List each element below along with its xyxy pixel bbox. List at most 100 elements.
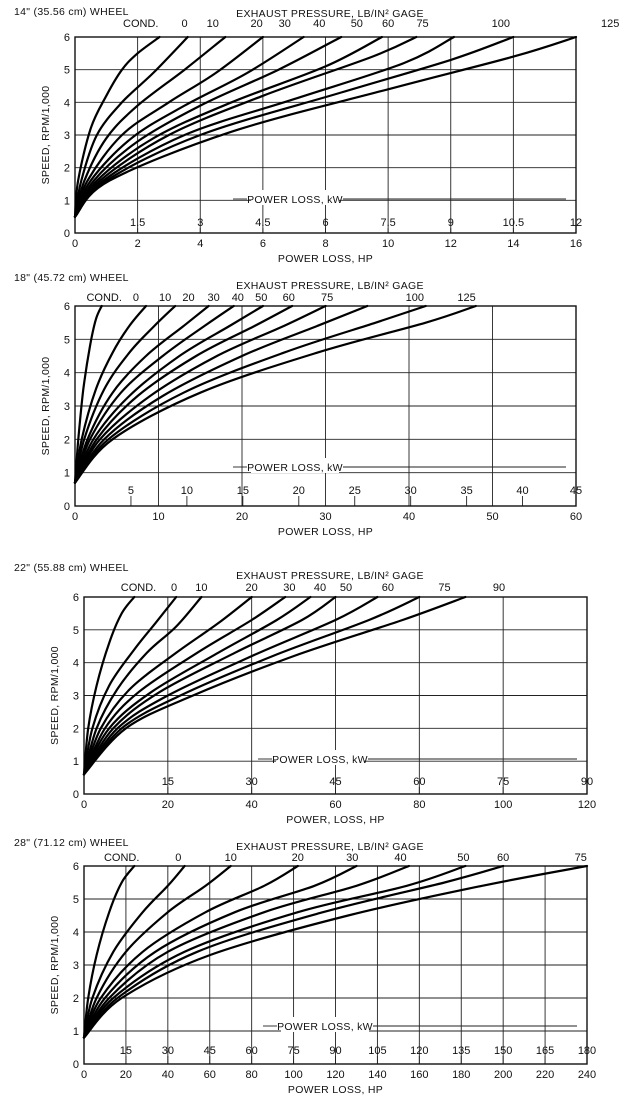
kw-axis-label: POWER LOSS, kW bbox=[272, 754, 368, 766]
kw-tick-label: 25 bbox=[349, 485, 361, 497]
kw-tick-label: 45 bbox=[204, 1045, 216, 1057]
y-tick-label: 1 bbox=[73, 756, 79, 768]
x-tick-label: 6 bbox=[260, 238, 266, 250]
series-label: 75 bbox=[438, 582, 450, 594]
series-label: 30 bbox=[346, 852, 358, 864]
y-tick-label: 0 bbox=[73, 1059, 79, 1071]
kw-tick-label: 20 bbox=[293, 485, 305, 497]
series-label: 40 bbox=[394, 852, 406, 864]
chart-title: 22" (55.88 cm) WHEEL bbox=[14, 562, 129, 574]
y-tick-label: 2 bbox=[73, 723, 79, 735]
top-axis-title: EXHAUST PRESSURE, LB/IN² GAGE bbox=[236, 280, 424, 292]
kw-tick-label: 165 bbox=[536, 1045, 554, 1057]
series-label: COND. bbox=[104, 852, 139, 864]
x-tick-label: 10 bbox=[382, 238, 394, 250]
kw-tick-label: 1.5 bbox=[130, 217, 145, 229]
series-line bbox=[73, 35, 343, 218]
x-axis-title: POWER LOSS, HP bbox=[288, 1084, 383, 1096]
series-label: 40 bbox=[232, 292, 244, 304]
x-tick-label: 20 bbox=[120, 1069, 132, 1081]
series-label: 100 bbox=[492, 18, 510, 30]
series-line bbox=[73, 304, 148, 484]
series-label: 40 bbox=[313, 18, 325, 30]
series-line bbox=[82, 595, 312, 776]
series-line bbox=[82, 595, 136, 776]
series-label: 50 bbox=[255, 292, 267, 304]
series-line bbox=[73, 304, 103, 484]
x-tick-label: 140 bbox=[368, 1069, 386, 1081]
y-tick-label: 2 bbox=[64, 434, 70, 446]
y-tick-label: 2 bbox=[64, 163, 70, 175]
series-label: 30 bbox=[279, 18, 291, 30]
series-label: 50 bbox=[457, 852, 469, 864]
x-axis-title: POWER LOSS, HP bbox=[278, 253, 373, 265]
series-line bbox=[73, 35, 227, 218]
x-tick-label: 100 bbox=[494, 799, 512, 811]
kw-tick-label: 15 bbox=[162, 776, 174, 788]
series-label: 0 bbox=[182, 18, 188, 30]
plot-frame bbox=[83, 865, 588, 1065]
kw-tick-label: 6 bbox=[322, 217, 328, 229]
y-tick-label: 2 bbox=[73, 993, 79, 1005]
x-tick-label: 30 bbox=[319, 511, 331, 523]
x-tick-label: 10 bbox=[152, 511, 164, 523]
x-tick-label: 40 bbox=[246, 799, 258, 811]
x-tick-label: 240 bbox=[578, 1069, 596, 1081]
series-label: 30 bbox=[207, 292, 219, 304]
series-label: 20 bbox=[246, 582, 258, 594]
y-axis-title: SPEED, RPM/1,000 bbox=[49, 916, 61, 1015]
series-line bbox=[73, 304, 327, 484]
y-axis-title: SPEED, RPM/1,000 bbox=[40, 357, 52, 456]
x-tick-label: 4 bbox=[197, 238, 203, 250]
y-tick-label: 6 bbox=[64, 32, 70, 44]
kw-tick-label: 75 bbox=[287, 1045, 299, 1057]
kw-tick-label: 7.5 bbox=[380, 217, 395, 229]
x-tick-label: 50 bbox=[486, 511, 498, 523]
series-label: 50 bbox=[340, 582, 352, 594]
kw-tick-label: 180 bbox=[578, 1045, 596, 1057]
kw-axis-label: POWER LOSS, kW bbox=[247, 462, 343, 474]
series-line bbox=[82, 595, 379, 776]
series-line bbox=[73, 304, 210, 484]
y-tick-label: 1 bbox=[73, 1026, 79, 1038]
series-label: 40 bbox=[314, 582, 326, 594]
series-line bbox=[82, 595, 203, 776]
y-tick-label: 6 bbox=[73, 592, 79, 604]
series-line bbox=[82, 864, 358, 1039]
series-label: 10 bbox=[225, 852, 237, 864]
x-tick-label: 0 bbox=[81, 1069, 87, 1081]
kw-tick-label: 60 bbox=[246, 1045, 258, 1057]
series-label: 10 bbox=[159, 292, 171, 304]
series-label: 125 bbox=[601, 18, 619, 30]
y-tick-label: 3 bbox=[73, 691, 79, 703]
y-tick-label: 6 bbox=[64, 301, 70, 313]
kw-tick-label: 30 bbox=[162, 1045, 174, 1057]
kw-tick-label: 40 bbox=[516, 485, 528, 497]
series-label: 20 bbox=[292, 852, 304, 864]
series-line bbox=[73, 35, 418, 218]
x-tick-label: 20 bbox=[236, 511, 248, 523]
y-axis-title: SPEED, RPM/1,000 bbox=[40, 86, 52, 185]
kw-tick-label: 5 bbox=[128, 485, 134, 497]
y-axis-title: SPEED, RPM/1,000 bbox=[49, 646, 61, 745]
top-axis-title: EXHAUST PRESSURE, LB/IN² GAGE bbox=[236, 841, 424, 853]
series-line bbox=[82, 595, 421, 776]
top-axis-title: EXHAUST PRESSURE, LB/IN² GAGE bbox=[236, 8, 424, 20]
series-line bbox=[73, 35, 189, 218]
x-tick-label: 16 bbox=[570, 238, 582, 250]
series-label: 50 bbox=[351, 18, 363, 30]
y-tick-label: 4 bbox=[64, 368, 70, 380]
series-line bbox=[82, 595, 178, 776]
series-label: 60 bbox=[382, 18, 394, 30]
x-axis-title: POWER, LOSS, HP bbox=[286, 814, 384, 826]
x-tick-label: 0 bbox=[81, 799, 87, 811]
y-tick-label: 0 bbox=[64, 228, 70, 240]
kw-tick-label: 3 bbox=[197, 217, 203, 229]
series-line bbox=[73, 304, 294, 484]
kw-tick-label: 35 bbox=[460, 485, 472, 497]
series-line bbox=[73, 35, 264, 218]
x-tick-label: 80 bbox=[413, 799, 425, 811]
series-label: 60 bbox=[283, 292, 295, 304]
kw-label-bg bbox=[281, 1017, 369, 1032]
series-line bbox=[82, 595, 253, 776]
